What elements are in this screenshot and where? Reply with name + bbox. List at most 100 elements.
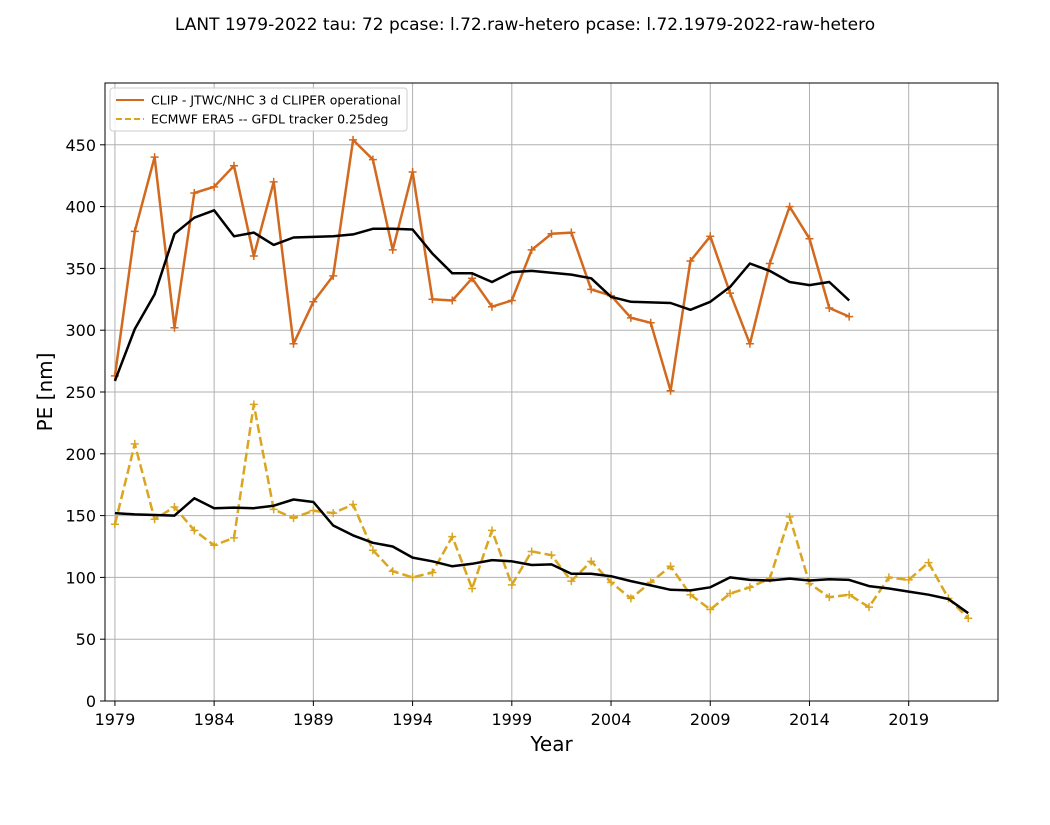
data-point [329,509,338,518]
data-point [924,558,933,567]
data-point [686,256,695,265]
data-point [547,229,556,238]
x-tick-label: 2004 [591,710,632,729]
data-point [130,439,139,448]
data-point [587,285,596,294]
data-point [527,547,536,556]
data-point [448,532,457,541]
data-point [726,589,735,598]
data-point [686,590,695,599]
data-point [666,386,675,395]
x-tick-label: 1979 [95,710,136,729]
y-tick-label: 150 [65,507,96,526]
x-tick-label: 2014 [789,710,830,729]
data-point [289,514,298,523]
data-point [408,167,417,176]
data-point [368,546,377,555]
y-tick-label: 300 [65,321,96,340]
data-point [666,562,675,571]
y-tick-label: 50 [76,630,96,649]
y-tick-label: 400 [65,198,96,217]
data-point [468,274,477,283]
legend-label: ECMWF ERA5 -- GFDL tracker 0.25deg [151,112,388,127]
data-point [626,313,635,322]
data-point [884,573,893,582]
data-point [150,153,159,162]
data-point [507,580,516,589]
data-point [745,583,754,592]
y-tick-label: 250 [65,383,96,402]
data-point [309,297,318,306]
data-point [329,271,338,280]
data-point [726,289,735,298]
data-point [845,312,854,321]
series-line-2 [113,403,970,620]
data-point [428,568,437,577]
plot-lines [110,135,973,623]
series-line-0 [113,138,850,393]
data-point [745,339,754,348]
data-point [349,500,358,509]
data-point [249,252,258,261]
data-point [309,506,318,515]
data-point [229,161,238,170]
data-point [130,227,139,236]
data-point [388,567,397,576]
data-point [368,155,377,164]
data-point [587,557,596,566]
data-point [964,614,973,623]
y-tick-label: 450 [65,136,96,155]
y-axis-label: PE [nm] [33,353,57,432]
series-line-1 [113,209,851,382]
x-tick-label: 1994 [392,710,433,729]
chart-title: LANT 1979-2022 tau: 72 pcase: l.72.raw-h… [175,15,875,35]
data-point [289,339,298,348]
x-tick-label: 2009 [690,710,731,729]
data-point [527,245,536,254]
y-tick-label: 350 [65,259,96,278]
y-tick-label: 0 [86,692,96,711]
data-point [170,502,179,511]
data-point [210,541,219,550]
data-point [765,259,774,268]
data-point [646,318,655,327]
data-point [448,296,457,305]
data-point [249,400,258,409]
data-point [825,303,834,312]
legend: CLIP - JTWC/NHC 3 d CLIPER operational EC… [109,87,408,132]
data-point [269,177,278,186]
data-point [349,135,358,144]
data-point [190,526,199,535]
data-point [706,232,715,241]
data-point [428,295,437,304]
data-point [865,603,874,612]
x-tick-label: 1984 [194,710,235,729]
data-point [626,594,635,603]
data-point [567,228,576,237]
data-point [785,512,794,521]
x-tick-label: 2019 [888,710,929,729]
data-point [607,578,616,587]
y-tick-label: 100 [65,568,96,587]
legend-label: CLIP - JTWC/NHC 3 d CLIPER operational [151,93,401,108]
data-point [706,605,715,614]
data-point [507,296,516,305]
data-point [190,189,199,198]
data-point [110,520,119,529]
data-point [785,202,794,211]
data-point [845,590,854,599]
x-tick-label: 1999 [491,710,532,729]
axes: 1979 1984 1989 1994 1999 2004 2009 2014 2019 0 50 1… [65,136,929,729]
data-point [468,584,477,593]
data-point [805,234,814,243]
data-point [487,526,496,535]
data-point [825,593,834,602]
data-point [210,182,219,191]
x-tick-label: 1989 [293,710,334,729]
legend-box [109,87,408,132]
series-line-3 [114,497,969,615]
data-point [150,515,159,524]
data-point [229,533,238,542]
